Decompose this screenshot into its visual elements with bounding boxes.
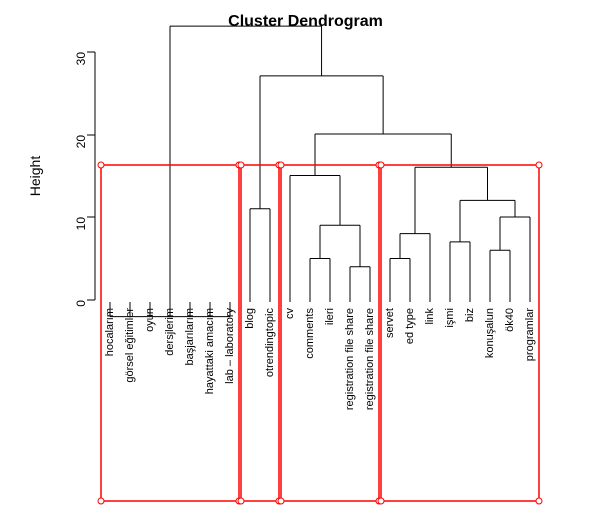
cluster-corner-icon — [536, 162, 542, 168]
y-tick-label: 10 — [74, 217, 88, 231]
leaf-label: konuşalun — [484, 308, 496, 358]
leaf-label: başjarılarım — [184, 308, 196, 365]
leaf-label: lab – laboratory — [224, 308, 236, 384]
leaf-label: hayattaki amacım — [204, 308, 216, 394]
y-tick-label: 30 — [74, 52, 88, 66]
leaf-label: cv — [284, 308, 296, 320]
cluster-corner-icon — [98, 162, 104, 168]
leaf-labels: hocalarım görsel eğitimler oyun dersjlerim b… — [104, 308, 536, 411]
y-axis-label: Height — [27, 156, 43, 197]
leaf-label: comments — [304, 308, 316, 359]
cluster-corner-icon — [238, 162, 244, 168]
leaf-label: dersjlerim — [164, 308, 176, 356]
leaf-label: ök40 — [504, 308, 516, 332]
leaf-label: registration file share — [364, 308, 376, 410]
cluster-corner-icon — [278, 498, 284, 504]
leaf-label: servet — [384, 308, 396, 338]
dendrogram-lines — [110, 26, 530, 317]
dendrogram-chart: Cluster Dendrogram Height 0 10 20 30 hocala… — [0, 0, 611, 521]
leaf-label: link — [424, 308, 436, 325]
leaf-label: otrendingtopic — [264, 308, 276, 378]
leaf-label: hocalarım — [104, 308, 116, 356]
leaf-label: biz — [464, 308, 476, 322]
leaf-label: programlar — [524, 308, 536, 362]
y-tick-label: 0 — [74, 300, 88, 307]
cluster-corner-icon — [98, 498, 104, 504]
leaf-label: görsel eğitimler — [124, 308, 136, 383]
chart-title: Cluster Dendrogram — [228, 13, 383, 30]
leaf-label: ed type — [404, 308, 416, 344]
cluster-corner-icon — [536, 498, 542, 504]
cluster-corner-icon — [278, 162, 284, 168]
y-axis: 0 10 20 30 — [74, 52, 95, 307]
leaf-label: blog — [244, 308, 256, 329]
leaf-label: işmi — [444, 308, 456, 328]
leaf-label: oyun — [144, 308, 156, 332]
cluster-corner-icon — [238, 498, 244, 504]
cluster-corner-icon — [378, 162, 384, 168]
y-tick-label: 20 — [74, 135, 88, 149]
leaf-label: ileri — [324, 308, 336, 325]
leaf-label: registration file share — [344, 308, 356, 410]
cluster-corner-icon — [378, 498, 384, 504]
